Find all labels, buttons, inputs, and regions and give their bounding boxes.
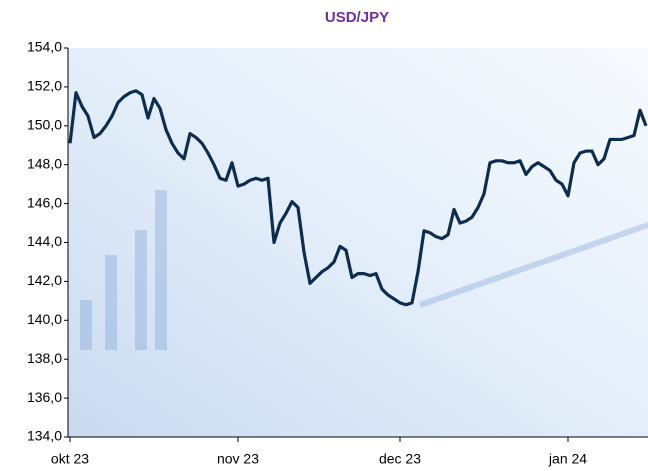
x-tick-label: nov 23: [217, 451, 259, 467]
y-tick-label: 154,0: [27, 39, 62, 55]
y-tick-label: 146,0: [27, 194, 62, 210]
chart-title: USD/JPY: [325, 9, 389, 26]
x-tick-label: okt 23: [51, 451, 89, 467]
y-tick-label: 140,0: [27, 311, 62, 327]
y-tick-label: 134,0: [27, 428, 62, 444]
x-tick-label: dec 23: [379, 451, 421, 467]
y-tick-label: 148,0: [27, 155, 62, 171]
x-tick-label: jan 24: [548, 451, 587, 467]
background: [68, 48, 648, 437]
y-tick-label: 144,0: [27, 233, 62, 249]
line-series: [68, 89, 648, 307]
y-tick-label: 136,0: [27, 389, 62, 405]
y-tick-label: 152,0: [27, 78, 62, 94]
y-tick-label: 150,0: [27, 117, 62, 133]
background-decor: [80, 190, 648, 350]
y-tick-label: 138,0: [27, 350, 62, 366]
y-tick-label: 142,0: [27, 272, 62, 288]
